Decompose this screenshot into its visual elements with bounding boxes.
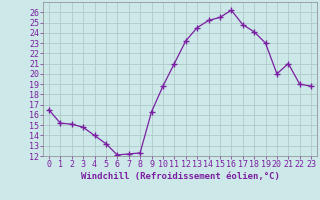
X-axis label: Windchill (Refroidissement éolien,°C): Windchill (Refroidissement éolien,°C) [81, 172, 279, 181]
